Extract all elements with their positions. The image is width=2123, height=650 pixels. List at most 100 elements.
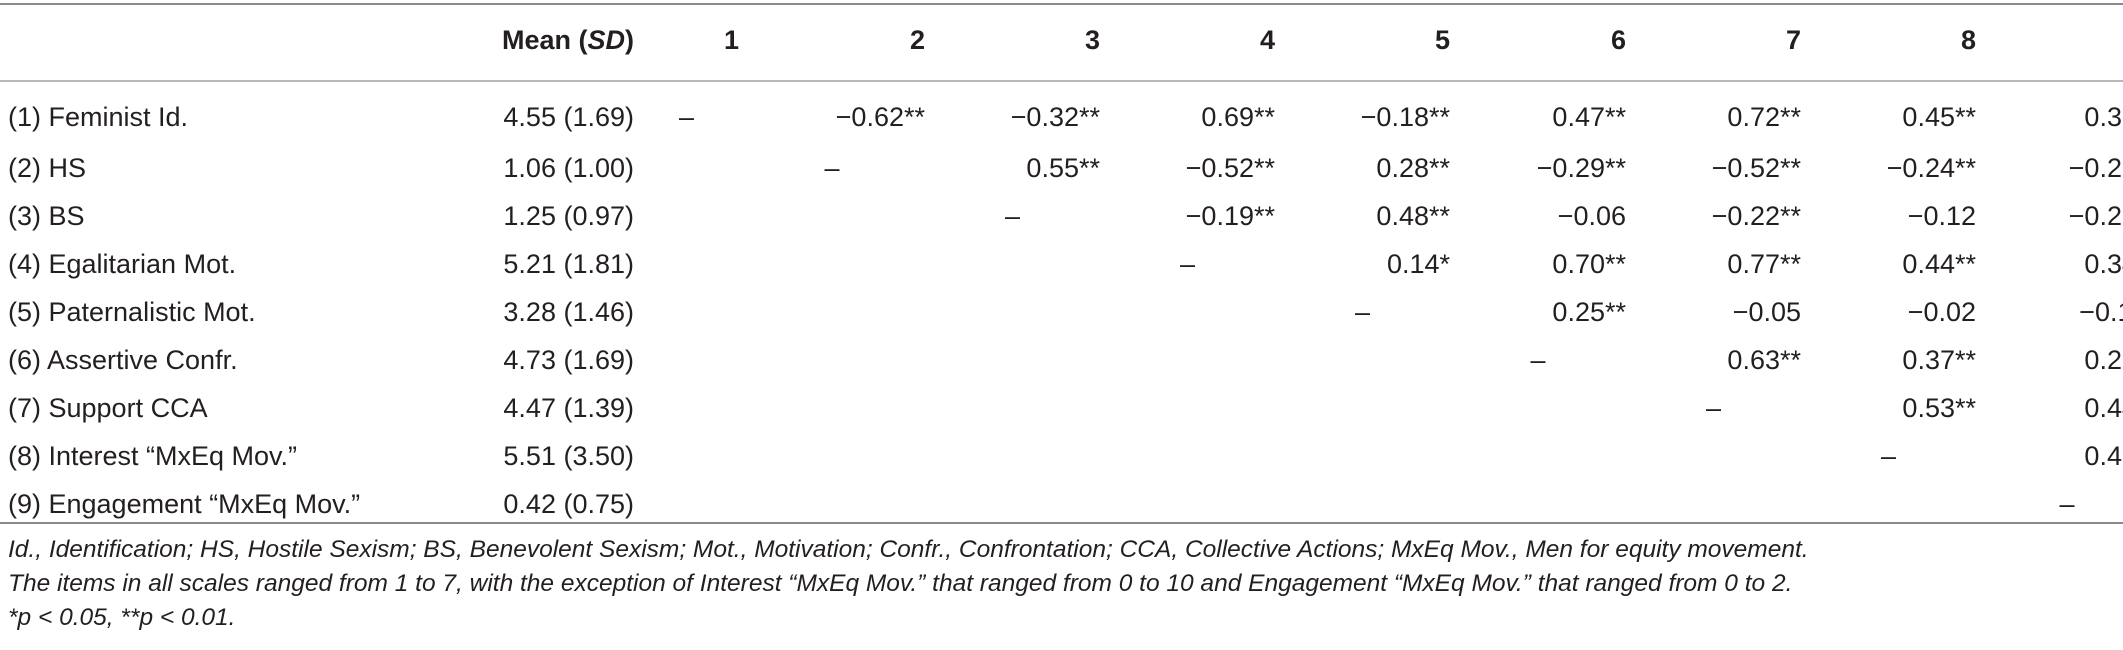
correlation-cell — [739, 336, 925, 384]
table-top-rule — [0, 3, 2123, 5]
header-col-4: 4 — [1259, 24, 1275, 55]
correlation-cell: – — [824, 152, 840, 183]
row-label: (9) Engagement “MxEq Mov.” — [8, 489, 361, 519]
row-label: (5) Paternalistic Mot. — [8, 296, 256, 327]
table-row: (9) Engagement “MxEq Mov.” 0.42 (0.75) – — [0, 480, 2123, 529]
header-col-8: 8 — [1960, 24, 1976, 55]
correlation-cell: 0.44** — [1902, 248, 1976, 279]
correlation-cell — [634, 192, 739, 240]
header-mean-sd: SD — [587, 24, 625, 55]
footnote-scale-ranges: The items in all scales ranged from 1 to… — [8, 570, 1793, 597]
correlation-cell — [634, 240, 739, 288]
correlation-cell: – — [1705, 392, 1722, 423]
footnote-significance: *p < 0.05, **p < 0.01. — [8, 604, 236, 631]
correlation-cell — [634, 336, 739, 384]
correlation-cell — [634, 384, 739, 432]
table-row: (3) BS 1.25 (0.97) – −0.19** 0.48** −0.06 −0.2… — [0, 192, 2123, 240]
table-row: (8) Interest “MxEq Mov.” 5.51 (3.50) – 0.47… — [0, 432, 2123, 480]
correlation-cell — [739, 192, 925, 240]
header-mean-suffix: ) — [625, 24, 634, 55]
header-col-5: 5 — [1434, 24, 1450, 55]
correlation-cell: 0.72** — [1727, 101, 1801, 132]
correlation-cell: – — [1530, 344, 1546, 375]
table-row: (2) HS 1.06 (1.00) – 0.55** −0.52** 0.28** −0.… — [0, 144, 2123, 192]
row-label: (3) BS — [8, 200, 85, 231]
correlation-cell: 0.77** — [1727, 248, 1801, 279]
row-label: (6) Assertive Confr. — [8, 344, 238, 375]
row-mean-sd: 3.28 (1.46) — [503, 296, 634, 327]
row-label: (2) HS — [8, 152, 87, 183]
correlation-cell: −0.22** — [1711, 200, 1801, 231]
correlation-cell — [1100, 288, 1275, 336]
correlation-cell — [1450, 384, 1626, 432]
table-row: (7) Support CCA 4.47 (1.39) – 0.53** 0.44** — [0, 384, 2123, 432]
table-row: (4) Egalitarian Mot. 5.21 (1.81) – 0.14* 0.7… — [0, 240, 2123, 288]
header-col-7: 7 — [1785, 24, 1801, 55]
correlation-cell: 0.25** — [1552, 296, 1626, 327]
correlation-cell — [1275, 384, 1450, 432]
correlation-cell — [739, 288, 925, 336]
correlation-cell: 0.39** — [2084, 101, 2123, 132]
row-mean-sd: 4.55 (1.69) — [503, 101, 634, 132]
correlation-cell: 0.47** — [2084, 440, 2123, 471]
correlation-cell: −0.52** — [1185, 152, 1275, 183]
correlation-cell — [1275, 480, 1450, 529]
correlation-cell — [1100, 432, 1275, 480]
correlation-cell — [1626, 432, 1801, 480]
correlation-cell — [634, 480, 739, 529]
correlation-cell: −0.29** — [1536, 152, 1626, 183]
correlation-cell: 0.28** — [1376, 152, 1450, 183]
row-label: (7) Support CCA — [8, 392, 208, 423]
correlation-cell: 0.45** — [1902, 101, 1976, 132]
correlation-cell: 0.14* — [1386, 248, 1450, 279]
correlation-cell: 0.48** — [1376, 200, 1450, 231]
correlation-cell: −0.24** — [1886, 152, 1976, 183]
correlation-cell: 0.70** — [1552, 248, 1626, 279]
correlation-cell: 0.53** — [1902, 392, 1976, 423]
row-label: (1) Feminist Id. — [8, 101, 189, 132]
row-mean-sd: 1.25 (0.97) — [503, 200, 634, 231]
correlation-cell: −0.18** — [1360, 101, 1450, 132]
table-header: Mean (SD) 1 2 3 4 5 6 7 8 9 — [0, 0, 2123, 80]
table-row: (6) Assertive Confr. 4.73 (1.69) – 0.63** 0.… — [0, 336, 2123, 384]
correlation-cell: 0.55** — [1026, 152, 1100, 183]
correlation-cell: 0.44** — [2084, 392, 2123, 423]
correlation-cell — [634, 432, 739, 480]
correlation-cell: 0.69** — [1201, 101, 1275, 132]
table-footnotes: Id., Identification; HS, Hostile Sexism;… — [8, 533, 2118, 635]
correlation-cell: −0.32** — [1010, 101, 1100, 132]
table-header-rule — [0, 80, 2123, 82]
correlation-cell — [1626, 480, 1801, 529]
correlation-cell: −0.06 — [1557, 200, 1626, 231]
table-body: (1) Feminist Id. 4.55 (1.69) – −0.62** −0.32… — [0, 80, 2123, 529]
correlation-cell — [634, 288, 739, 336]
correlation-cell — [925, 240, 1100, 288]
correlation-cell: 0.34** — [2084, 248, 2123, 279]
correlation-cell — [739, 480, 925, 529]
row-label: (4) Egalitarian Mot. — [8, 248, 237, 279]
header-col-6: 6 — [1610, 24, 1626, 55]
row-mean-sd: 0.42 (0.75) — [503, 489, 634, 519]
correlation-cell — [634, 144, 739, 192]
correlation-cell — [739, 240, 925, 288]
correlation-cell: 0.28** — [2084, 344, 2123, 375]
correlation-cell — [1450, 480, 1626, 529]
correlation-cell — [925, 432, 1100, 480]
header-mean-prefix: Mean ( — [501, 24, 588, 55]
correlation-cell: – — [2059, 489, 2075, 519]
correlation-cell — [739, 432, 925, 480]
correlation-cell — [1450, 432, 1626, 480]
header-row: Mean (SD) 1 2 3 4 5 6 7 8 9 — [0, 0, 2123, 80]
correlation-cell — [1100, 336, 1275, 384]
row-mean-sd: 1.06 (1.00) — [503, 152, 634, 183]
correlation-cell — [1275, 432, 1450, 480]
correlation-cell: 0.47** — [1552, 101, 1626, 132]
table-row: (1) Feminist Id. 4.55 (1.69) – −0.62** −0.32… — [0, 80, 2123, 144]
row-mean-sd: 5.21 (1.81) — [503, 248, 634, 279]
correlation-cell: – — [1880, 440, 1897, 471]
correlation-cell — [925, 336, 1100, 384]
header-col-2: 2 — [909, 24, 925, 55]
correlation-cell: – — [1179, 248, 1196, 279]
row-mean-sd: 5.51 (3.50) — [503, 440, 634, 471]
correlation-cell: −0.62** — [835, 101, 925, 132]
